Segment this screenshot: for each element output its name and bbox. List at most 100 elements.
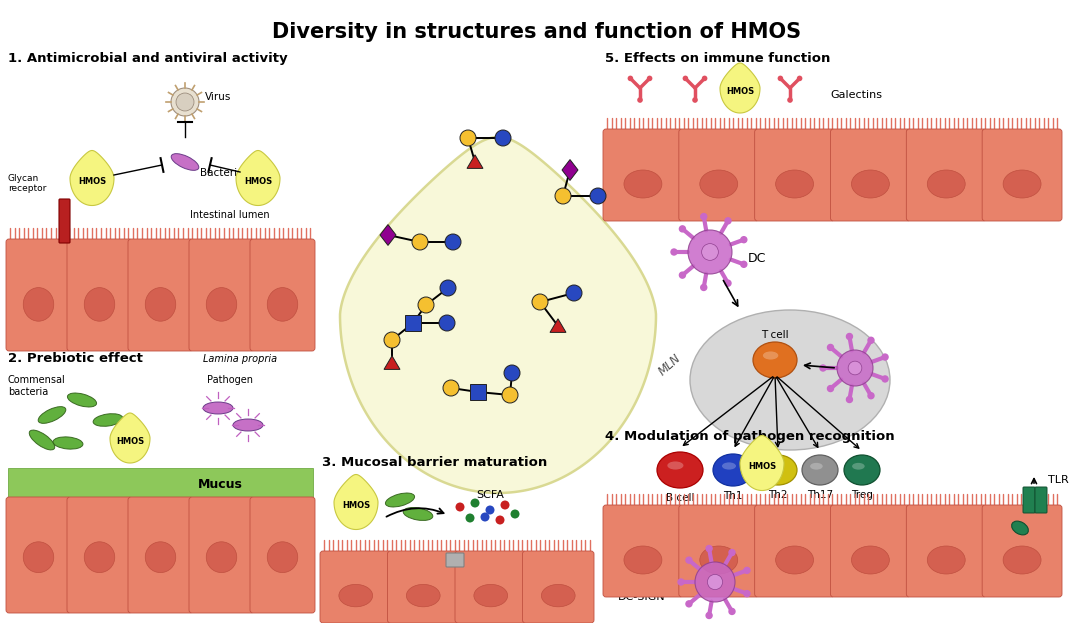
Circle shape	[848, 361, 861, 375]
Polygon shape	[720, 63, 760, 113]
Ellipse shape	[852, 170, 889, 198]
Circle shape	[532, 294, 548, 310]
Circle shape	[729, 609, 735, 614]
Ellipse shape	[24, 288, 54, 321]
Text: HMOS: HMOS	[342, 501, 371, 510]
Ellipse shape	[927, 170, 966, 198]
FancyBboxPatch shape	[6, 239, 71, 351]
Circle shape	[480, 513, 490, 521]
Text: HMOS: HMOS	[116, 437, 144, 445]
Ellipse shape	[759, 455, 797, 485]
Circle shape	[744, 568, 750, 573]
Circle shape	[439, 315, 455, 331]
Circle shape	[680, 226, 685, 232]
FancyBboxPatch shape	[250, 239, 315, 351]
Circle shape	[412, 234, 429, 250]
Polygon shape	[467, 155, 483, 168]
FancyBboxPatch shape	[59, 199, 70, 243]
Ellipse shape	[203, 402, 233, 414]
FancyBboxPatch shape	[603, 129, 683, 221]
Ellipse shape	[171, 154, 199, 170]
Text: HMOS: HMOS	[748, 462, 777, 471]
Circle shape	[171, 88, 199, 116]
FancyBboxPatch shape	[320, 551, 392, 623]
Ellipse shape	[700, 546, 738, 574]
FancyBboxPatch shape	[982, 129, 1062, 221]
Circle shape	[686, 557, 692, 563]
Ellipse shape	[753, 342, 797, 378]
Circle shape	[725, 280, 731, 286]
Text: 1. Antimicrobial and antiviral activity: 1. Antimicrobial and antiviral activity	[8, 52, 288, 65]
Circle shape	[686, 601, 692, 607]
Ellipse shape	[68, 393, 97, 407]
Circle shape	[470, 498, 479, 508]
Circle shape	[504, 365, 520, 381]
Text: 3. Mucosal barrier maturation: 3. Mucosal barrier maturation	[322, 456, 548, 469]
Text: B cell: B cell	[666, 493, 694, 503]
Text: Glycan
receptor: Glycan receptor	[8, 174, 46, 193]
FancyBboxPatch shape	[603, 505, 683, 597]
FancyBboxPatch shape	[470, 384, 487, 400]
FancyBboxPatch shape	[455, 551, 526, 623]
FancyBboxPatch shape	[755, 129, 834, 221]
Circle shape	[440, 280, 456, 296]
Text: MLN: MLN	[656, 351, 684, 378]
FancyBboxPatch shape	[906, 505, 986, 597]
Circle shape	[868, 337, 874, 343]
Circle shape	[706, 546, 712, 551]
Circle shape	[485, 505, 494, 515]
Circle shape	[555, 188, 571, 204]
Polygon shape	[562, 159, 578, 181]
Ellipse shape	[624, 546, 662, 574]
Ellipse shape	[927, 546, 966, 574]
Ellipse shape	[844, 455, 880, 485]
FancyBboxPatch shape	[830, 129, 911, 221]
Ellipse shape	[768, 463, 781, 470]
Ellipse shape	[145, 542, 176, 573]
Ellipse shape	[386, 493, 415, 507]
Polygon shape	[380, 225, 396, 245]
FancyBboxPatch shape	[1024, 487, 1035, 513]
Circle shape	[590, 188, 606, 204]
Ellipse shape	[690, 310, 890, 450]
FancyBboxPatch shape	[830, 505, 911, 597]
Circle shape	[495, 515, 505, 525]
Ellipse shape	[541, 584, 575, 607]
Text: SCFA: SCFA	[476, 490, 504, 500]
FancyBboxPatch shape	[755, 505, 834, 597]
Polygon shape	[550, 319, 566, 333]
Ellipse shape	[339, 584, 373, 607]
Ellipse shape	[775, 546, 813, 574]
Circle shape	[442, 380, 459, 396]
Circle shape	[460, 130, 476, 146]
Text: Bacteria: Bacteria	[200, 168, 244, 178]
Circle shape	[778, 75, 783, 81]
Text: Treg: Treg	[851, 490, 873, 500]
Ellipse shape	[267, 542, 297, 573]
Circle shape	[744, 591, 750, 597]
Circle shape	[678, 579, 684, 585]
FancyBboxPatch shape	[679, 505, 758, 597]
Circle shape	[821, 365, 826, 371]
Ellipse shape	[1003, 170, 1041, 198]
Circle shape	[647, 75, 652, 81]
Ellipse shape	[1003, 546, 1041, 574]
FancyBboxPatch shape	[128, 497, 193, 613]
FancyBboxPatch shape	[982, 505, 1062, 597]
Text: TLR: TLR	[1048, 475, 1069, 485]
Ellipse shape	[775, 170, 813, 198]
Circle shape	[502, 387, 518, 403]
Circle shape	[495, 130, 511, 146]
Ellipse shape	[233, 419, 263, 431]
Ellipse shape	[802, 455, 838, 485]
Circle shape	[627, 75, 634, 81]
FancyBboxPatch shape	[679, 129, 758, 221]
Ellipse shape	[763, 351, 779, 359]
FancyBboxPatch shape	[446, 553, 464, 567]
Circle shape	[701, 244, 719, 260]
Circle shape	[695, 562, 735, 602]
Circle shape	[701, 75, 708, 81]
Ellipse shape	[700, 170, 738, 198]
Circle shape	[688, 230, 732, 274]
Circle shape	[741, 237, 746, 243]
